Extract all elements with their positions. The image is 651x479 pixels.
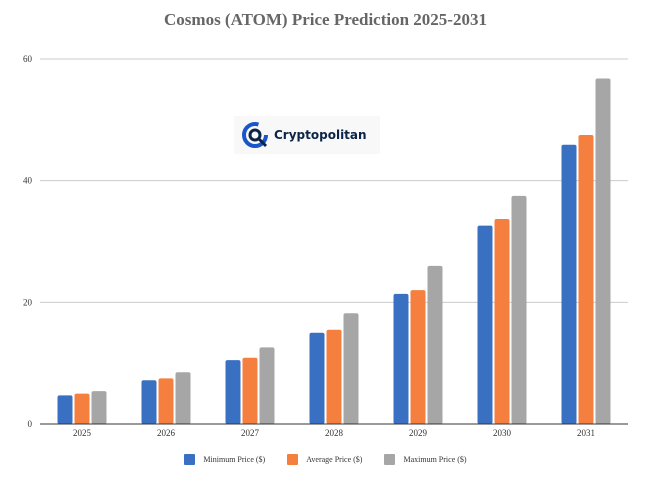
bar-minimum-2026	[141, 380, 157, 424]
legend-swatch	[184, 454, 196, 465]
x-tick-label: 2026	[157, 428, 176, 438]
legend-label: Minimum Price ($)	[203, 455, 266, 464]
bar-average-2027	[242, 357, 258, 424]
bar-maximum-2025	[91, 391, 107, 424]
bar-maximum-2030	[511, 195, 527, 424]
bar-maximum-2031	[595, 78, 611, 424]
bar-minimum-2028	[309, 332, 325, 424]
bar-minimum-2025	[57, 395, 73, 424]
y-tick-label: 20	[23, 297, 33, 307]
x-tick-label: 2025	[73, 428, 92, 438]
bar-average-2029	[410, 290, 426, 424]
legend-item: Minimum Price ($)	[184, 454, 265, 465]
bar-maximum-2028	[343, 313, 359, 424]
bar-average-2026	[158, 378, 174, 424]
bar-maximum-2027	[259, 347, 275, 424]
bar-minimum-2029	[393, 293, 409, 424]
chart-title: Cosmos (ATOM) Price Prediction 2025-2031	[164, 10, 487, 29]
x-tick-label: 2028	[325, 428, 344, 438]
x-tick-label: 2030	[493, 428, 512, 438]
legend: Minimum Price ($) Average Price ($) Maximu…	[0, 454, 651, 465]
legend-swatch	[384, 454, 396, 465]
legend-label: Average Price ($)	[306, 455, 363, 464]
cryptopolitan-logo: Cryptopolitan	[234, 116, 380, 154]
legend-swatch	[287, 454, 299, 465]
bar-maximum-2029	[427, 265, 443, 424]
bar-average-2028	[326, 329, 342, 424]
legend-item: Average Price ($)	[287, 454, 362, 465]
bar-average-2030	[494, 218, 510, 424]
x-tick-label: 2031	[577, 428, 595, 438]
logo-text: Cryptopolitan	[274, 128, 367, 142]
bar-average-2025	[74, 393, 90, 424]
y-tick-label: 60	[23, 54, 33, 64]
bar-minimum-2027	[225, 360, 241, 424]
legend-item: Maximum Price ($)	[384, 454, 467, 465]
x-tick-label: 2027	[241, 428, 260, 438]
bar-minimum-2031	[561, 144, 577, 424]
y-tick-label: 40	[23, 176, 33, 186]
legend-label: Maximum Price ($)	[403, 455, 467, 464]
bar-minimum-2030	[477, 225, 493, 424]
bar-maximum-2026	[175, 372, 191, 424]
bar-average-2031	[578, 135, 594, 424]
y-tick-label: 0	[28, 419, 33, 429]
logo-icon	[242, 122, 268, 148]
x-tick-label: 2029	[409, 428, 428, 438]
